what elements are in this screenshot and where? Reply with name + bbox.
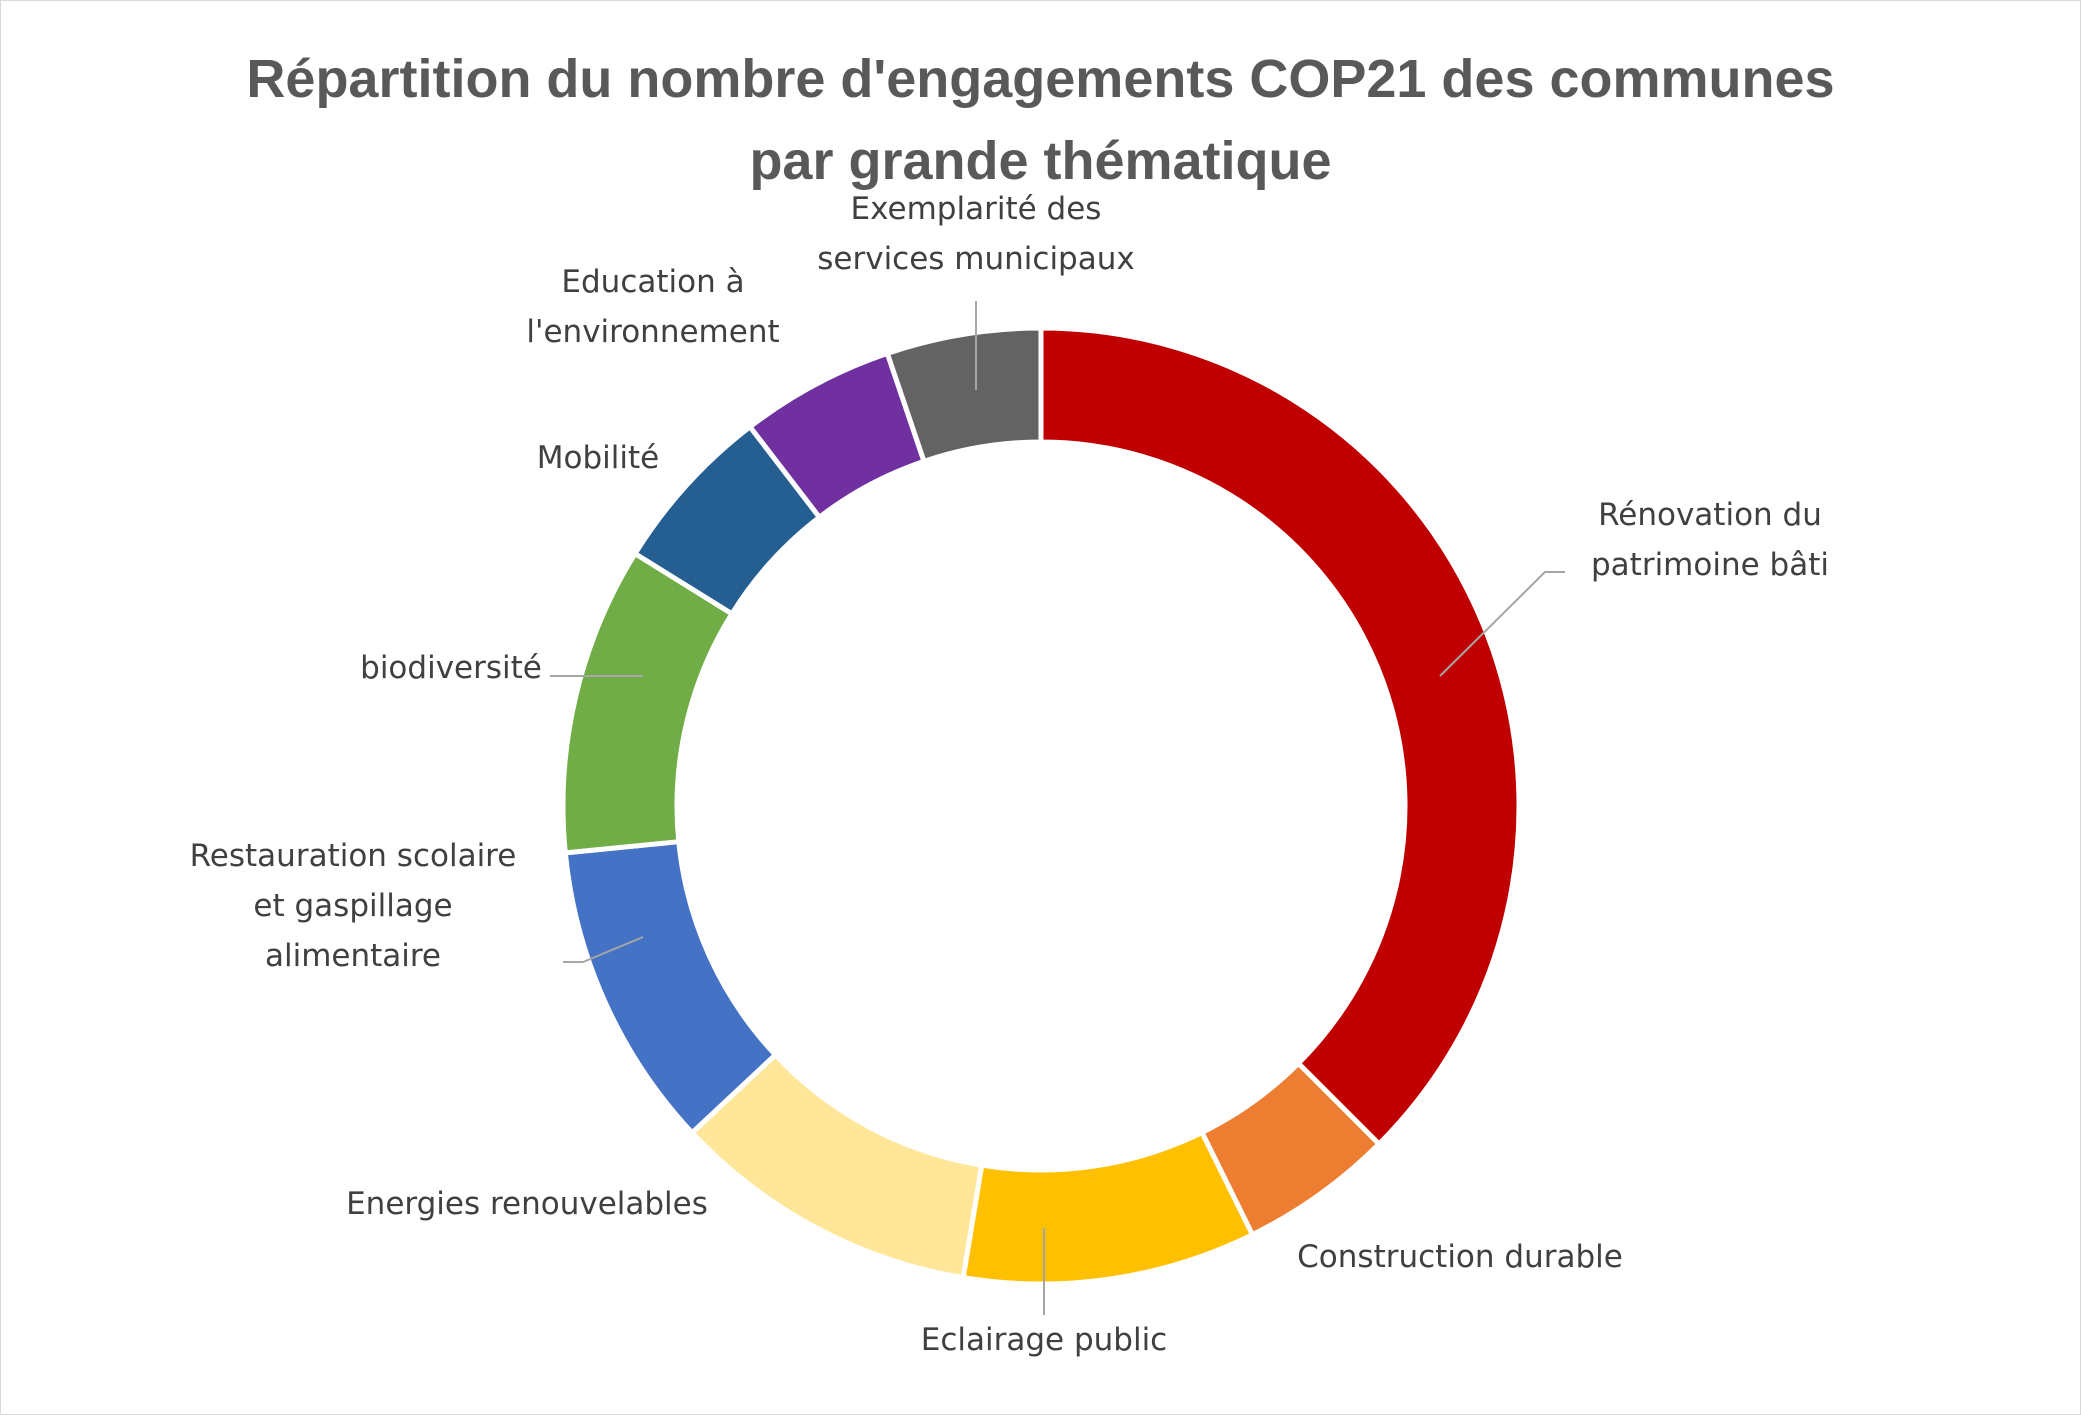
- category-label-5: Restauration scolaire et gaspillage alimen…: [190, 838, 517, 974]
- category-label-4: Energies renouvelables: [346, 1186, 708, 1222]
- category-label-5-line-3: alimentaire: [265, 938, 441, 974]
- category-label-9: Exemplarité des services municipaux: [817, 191, 1134, 277]
- category-label-5-line-2: et gaspillage: [253, 888, 452, 924]
- category-label-1-line-2: patrimoine bâti: [1591, 547, 1829, 583]
- leader-lines: [550, 301, 1565, 1315]
- donut-slice-1: [1038, 325, 1522, 1148]
- category-label-2: Construction durable: [1297, 1239, 1623, 1275]
- category-label-6-line-1: biodiversité: [360, 650, 542, 686]
- category-label-8: Education à l'environnement: [526, 264, 779, 350]
- leader-line-5: [563, 936, 644, 963]
- chart-title-line-1: Répartition du nombre d'engagements COP2…: [246, 49, 1835, 109]
- chart-title: Répartition du nombre d'engagements COP2…: [0, 38, 2081, 202]
- donut-slice-9: [884, 325, 1044, 465]
- category-label-9-line-2: services municipaux: [817, 241, 1134, 277]
- category-label-6: biodiversité: [360, 650, 542, 686]
- category-label-7: Mobilité: [537, 440, 659, 476]
- donut-slices: [560, 325, 1522, 1287]
- category-label-4-line-1: Energies renouvelables: [346, 1186, 708, 1222]
- category-label-9-line-1: Exemplarité des: [851, 191, 1102, 227]
- category-labels: Rénovation du patrimoine bâti Construction…: [190, 191, 1829, 1358]
- donut-slice-3: [960, 1129, 1256, 1287]
- category-label-5-line-1: Restauration scolaire: [190, 838, 517, 874]
- category-label-8-line-2: l'environnement: [526, 314, 779, 350]
- category-label-3-line-1: Eclairage public: [921, 1322, 1167, 1358]
- chart-title-line-2: par grande thématique: [749, 131, 1332, 191]
- category-label-2-line-1: Construction durable: [1297, 1239, 1623, 1275]
- category-label-3: Eclairage public: [921, 1322, 1167, 1358]
- leader-line-1: [1439, 571, 1565, 677]
- category-label-1-line-1: Rénovation du: [1598, 497, 1822, 533]
- category-label-1: Rénovation du patrimoine bâti: [1591, 497, 1829, 583]
- category-label-8-line-1: Education à: [561, 264, 744, 300]
- category-label-7-line-1: Mobilité: [537, 440, 659, 476]
